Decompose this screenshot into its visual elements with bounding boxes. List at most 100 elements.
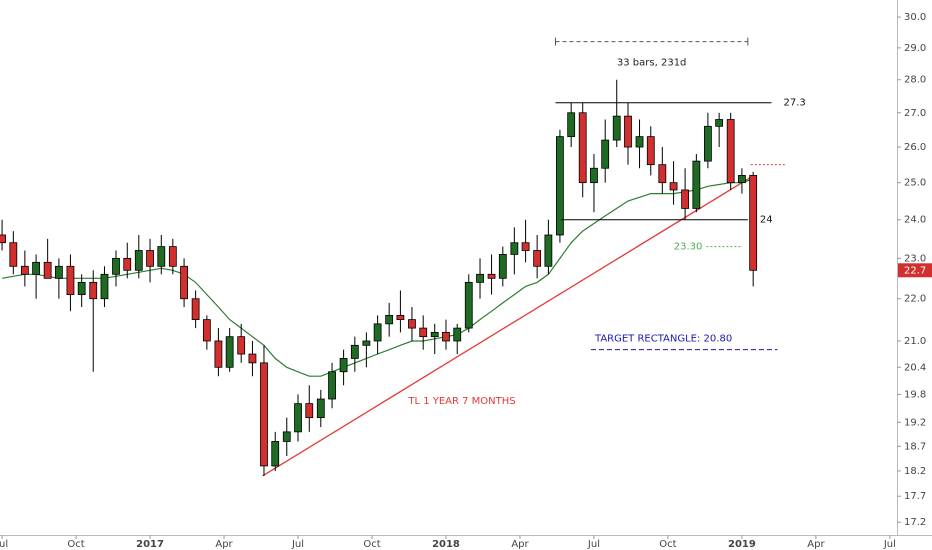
y-tick-label: 22.0 bbox=[904, 294, 926, 305]
candle-body bbox=[271, 441, 280, 467]
candle-body bbox=[202, 319, 211, 342]
candle-body bbox=[89, 281, 98, 300]
candle-body bbox=[305, 403, 314, 419]
x-tick-label: Jul bbox=[883, 539, 896, 550]
candle-body bbox=[43, 261, 52, 279]
candle-body bbox=[669, 182, 678, 191]
y-tick-label: 25.0 bbox=[904, 178, 926, 189]
y-tick-label: 29.0 bbox=[904, 43, 926, 54]
candle-body bbox=[157, 246, 166, 267]
candle-body bbox=[430, 331, 439, 338]
x-tick-label: 2018 bbox=[432, 539, 460, 550]
y-tick-label: 20.4 bbox=[904, 362, 926, 373]
candle-body bbox=[294, 403, 302, 433]
x-tick-label: Jul bbox=[587, 539, 600, 550]
x-tick-label: Oct bbox=[67, 539, 84, 550]
y-tick-label: 23.0 bbox=[904, 253, 926, 264]
level-label: 23.30 bbox=[674, 242, 703, 253]
candle-body bbox=[396, 314, 405, 321]
candle-body bbox=[225, 336, 234, 368]
candle-body bbox=[112, 257, 120, 275]
candle-body bbox=[681, 189, 690, 209]
candle-body bbox=[612, 115, 621, 141]
candle-body bbox=[191, 298, 200, 321]
candle-body bbox=[442, 331, 450, 342]
candle-body bbox=[339, 358, 348, 373]
candle-body bbox=[385, 314, 394, 325]
x-tick-label: Oct bbox=[363, 539, 380, 550]
candle-body bbox=[749, 175, 758, 271]
candle-body bbox=[146, 250, 154, 267]
y-tick-label: 18.2 bbox=[904, 466, 926, 477]
candle-body bbox=[282, 431, 291, 442]
y-tick-label: 19.8 bbox=[904, 389, 926, 400]
candle-body bbox=[66, 265, 75, 296]
candle-body bbox=[373, 323, 382, 342]
candle-body bbox=[544, 234, 553, 267]
candle-body bbox=[556, 136, 564, 236]
candle-body bbox=[260, 362, 268, 467]
last-price-label: 22.7 bbox=[904, 265, 926, 276]
candle-body bbox=[100, 273, 109, 300]
y-tick-label: 28.0 bbox=[904, 75, 926, 86]
trendline bbox=[262, 174, 755, 477]
candle-body bbox=[180, 265, 188, 300]
candle-body bbox=[738, 175, 746, 184]
candle-body bbox=[726, 119, 735, 184]
candle-body bbox=[123, 257, 132, 271]
candle-body bbox=[533, 250, 542, 267]
candle-body bbox=[362, 340, 371, 346]
candle-body bbox=[624, 115, 632, 148]
candle-body bbox=[601, 139, 610, 169]
y-tick-label: 27.0 bbox=[904, 108, 926, 119]
candle-body bbox=[0, 234, 6, 244]
level-label: 27.3 bbox=[784, 98, 806, 109]
candle-body bbox=[521, 242, 530, 251]
candle-body bbox=[350, 344, 359, 359]
candle-body bbox=[20, 265, 29, 275]
x-tick-label: Jul bbox=[0, 539, 8, 550]
candle-body bbox=[703, 125, 712, 162]
y-tick-label: 19.2 bbox=[904, 417, 926, 428]
range-label: 33 bars, 231d bbox=[617, 58, 687, 69]
candle-body bbox=[408, 319, 416, 329]
candle-body bbox=[328, 371, 336, 400]
candle-body bbox=[32, 261, 41, 275]
candle-body bbox=[510, 242, 519, 255]
level-label: TARGET RECTANGLE: 20.80 bbox=[594, 334, 732, 345]
candle-body bbox=[635, 136, 644, 148]
y-tick-label: 18.7 bbox=[904, 441, 926, 452]
candle-body bbox=[248, 353, 257, 364]
x-tick-label: 2017 bbox=[136, 539, 164, 550]
y-tick-label: 24.0 bbox=[904, 215, 926, 226]
x-tick-label: Apr bbox=[807, 539, 825, 550]
candle-body bbox=[214, 340, 223, 368]
candle-body bbox=[498, 254, 507, 279]
candle-body bbox=[316, 398, 325, 419]
candle-body bbox=[715, 119, 724, 127]
candle-body bbox=[134, 250, 143, 271]
trendline-label: TL 1 YEAR 7 MONTHS bbox=[407, 396, 515, 407]
y-tick-label: 17.2 bbox=[904, 517, 926, 528]
candle-body bbox=[9, 242, 18, 267]
candle-body bbox=[54, 265, 63, 279]
y-tick-label: 17.7 bbox=[904, 491, 926, 502]
candle-body bbox=[237, 336, 246, 355]
candle-body bbox=[487, 273, 496, 279]
candle-body bbox=[476, 273, 484, 283]
candle-body bbox=[692, 160, 701, 209]
candle-body bbox=[168, 246, 177, 267]
candle-body bbox=[590, 167, 598, 184]
x-tick-label: Apr bbox=[215, 539, 233, 550]
level-label: 24 bbox=[760, 215, 773, 226]
candle-body bbox=[464, 281, 473, 329]
candle-body bbox=[658, 164, 667, 184]
candle-body bbox=[646, 136, 655, 166]
y-tick-label: 26.0 bbox=[904, 142, 926, 153]
candle-body bbox=[77, 281, 86, 296]
x-tick-label: Jul bbox=[291, 539, 304, 550]
last-price-box bbox=[898, 263, 932, 278]
candle-body bbox=[578, 112, 587, 184]
